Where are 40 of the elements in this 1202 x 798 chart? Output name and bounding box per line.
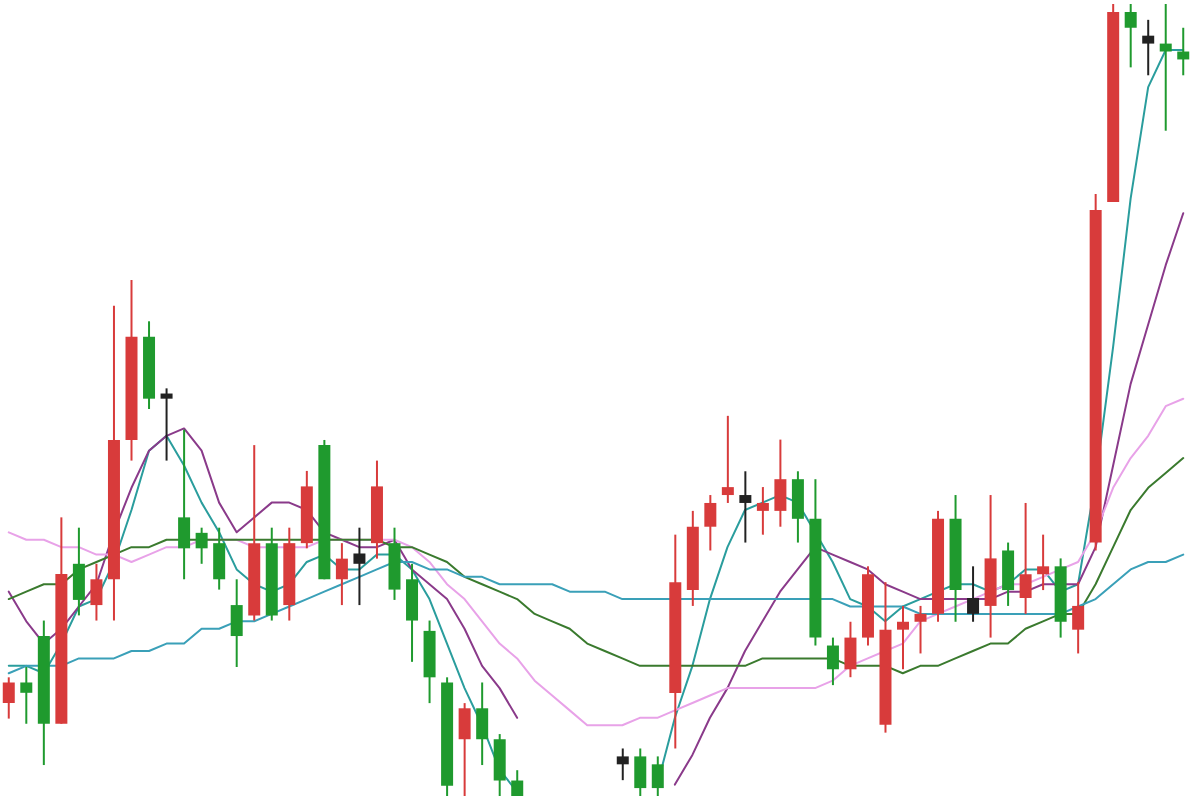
candlestick: [1019, 501, 1032, 615]
candlestick: [230, 578, 243, 668]
candlestick: [511, 769, 524, 797]
candlestick: [651, 755, 664, 797]
candlestick: [2, 676, 15, 720]
candlestick: [756, 486, 769, 536]
candlestick: [738, 470, 751, 544]
candlestick: [423, 619, 436, 705]
candlestick: [335, 542, 348, 607]
candlestick: [1071, 581, 1084, 655]
candlestick: [1124, 3, 1137, 69]
candlestick: [703, 494, 716, 552]
candlestick: [406, 562, 419, 663]
candlestick: [213, 526, 226, 591]
candlestick: [1001, 541, 1014, 607]
candlestick: [721, 414, 734, 504]
candlestick: [195, 526, 208, 565]
candlestick: [476, 681, 489, 767]
candlestick: [914, 604, 927, 655]
candlestick: [616, 747, 629, 782]
candlestick: [493, 733, 506, 797]
candlestick: [388, 526, 401, 601]
candlestick: [773, 438, 786, 528]
candlestick: [896, 604, 909, 671]
candlestick: [72, 526, 85, 617]
candlestick: [20, 666, 33, 725]
candlestick: [826, 636, 839, 687]
candlestick: [90, 562, 103, 622]
candlestick: [160, 387, 173, 462]
candlestick: [791, 470, 804, 544]
candlestick: [984, 494, 997, 639]
candlestick: [843, 620, 856, 679]
candlestick: [1141, 18, 1154, 77]
candlestick: [966, 565, 979, 623]
candlestick: [353, 526, 366, 607]
candlestick: [633, 747, 646, 797]
candlestick: [178, 428, 191, 581]
candlestick: [458, 702, 471, 797]
candlestick: [1036, 533, 1049, 592]
candlestick: [1159, 3, 1172, 132]
